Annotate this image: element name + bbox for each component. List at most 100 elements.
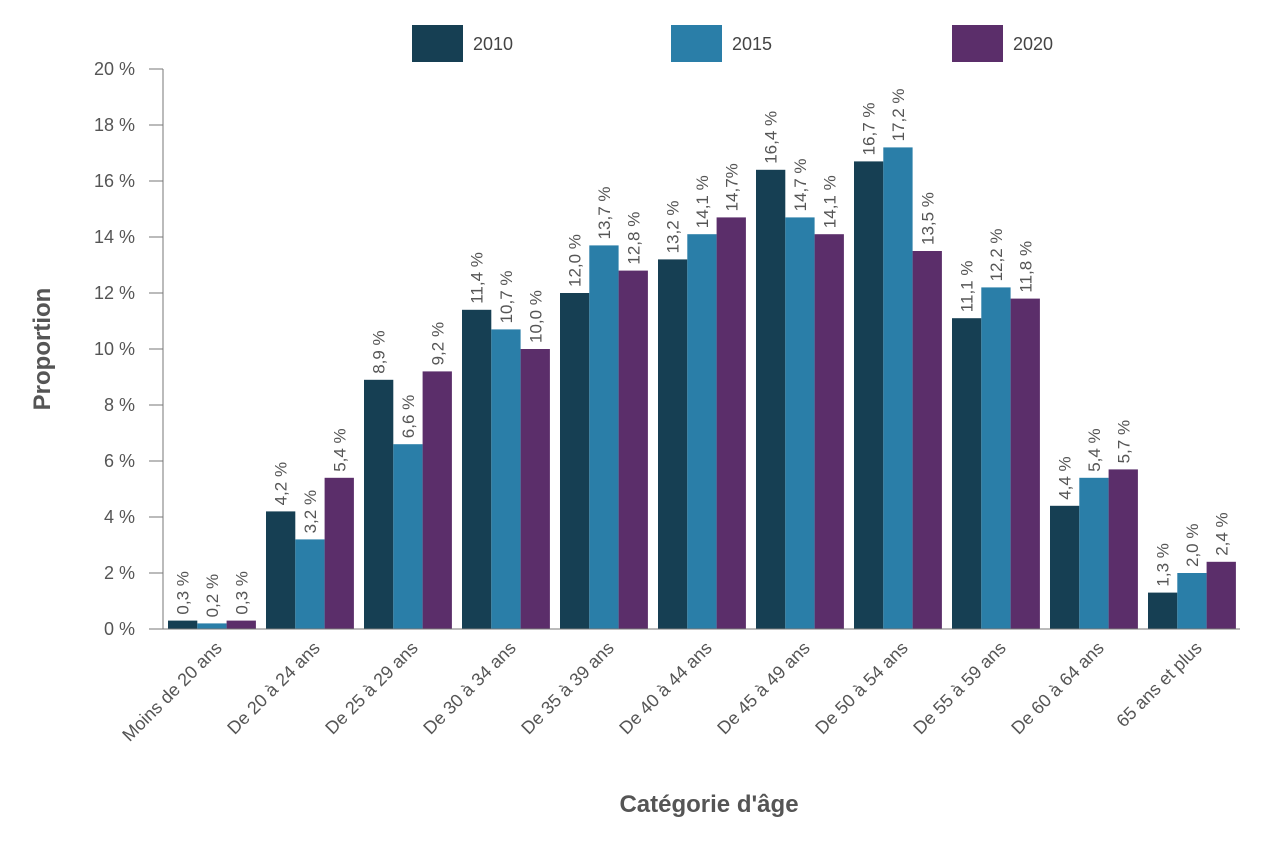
data-label: 17,2 % <box>889 88 908 141</box>
y-axis-title: Proportion <box>29 288 56 411</box>
x-tick-label: De 25 à 29 ans <box>321 638 421 738</box>
y-tick-label: 14 % <box>94 227 135 247</box>
x-tick-label: De 60 à 64 ans <box>1007 638 1107 738</box>
bar <box>462 309 492 629</box>
data-label: 2,0 % <box>1183 524 1202 567</box>
bar <box>266 511 296 629</box>
legend-swatch <box>671 25 722 62</box>
bar <box>952 318 982 629</box>
data-label: 14,1 % <box>693 175 712 228</box>
bar <box>1148 592 1178 629</box>
data-label: 4,4 % <box>1056 456 1075 499</box>
data-label: 6,6 % <box>399 395 418 438</box>
bar <box>814 234 844 629</box>
data-label: 14,1 % <box>820 175 839 228</box>
data-label: 12,2 % <box>987 228 1006 281</box>
data-label: 5,4 % <box>330 428 349 471</box>
y-tick-label: 10 % <box>94 339 135 359</box>
bar <box>785 217 815 629</box>
y-axis: 0 % 2 % 4 % 6 % 8 % 10 % 12 % 14 % 16 % 18 % 20 % <box>94 59 164 639</box>
data-label: 12,0 % <box>566 234 585 287</box>
data-label: 8,9 % <box>370 330 389 373</box>
legend-swatch <box>412 25 463 62</box>
bar <box>226 620 256 629</box>
bar <box>364 379 394 629</box>
x-tick-label: Moins de 20 ans <box>118 638 226 746</box>
x-tick-label: De 40 à 44 ans <box>615 638 715 738</box>
bar <box>1010 298 1040 629</box>
data-label: 1,3 % <box>1154 543 1173 586</box>
data-label: 5,7 % <box>1114 420 1133 463</box>
bar <box>658 259 688 629</box>
bar <box>295 539 325 629</box>
data-label: 11,8 % <box>1016 241 1035 293</box>
x-tick-label: 65 ans et plus <box>1112 638 1205 731</box>
y-tick-label: 4 % <box>104 507 135 527</box>
data-label: 4,2 % <box>272 462 291 505</box>
y-tick-label: 16 % <box>94 171 135 191</box>
data-label: 14,7% <box>722 163 741 211</box>
data-label: 16,7 % <box>860 102 879 155</box>
bar <box>912 251 942 629</box>
data-label: 11,1 % <box>958 261 977 313</box>
x-tick-label: De 55 à 59 ans <box>909 638 1009 738</box>
bar <box>716 217 746 629</box>
x-tick-label: De 50 à 54 ans <box>811 638 911 738</box>
bar <box>756 169 786 630</box>
y-tick-label: 6 % <box>104 451 135 471</box>
data-labels: 0,3 % 4,2 % 8,9 % 11,4 % 12,0 % 13,2 % 16,4 % 1… <box>174 88 1232 617</box>
x-tick-label: De 30 à 34 ans <box>419 638 519 738</box>
legend-label: 2015 <box>732 34 772 54</box>
bar <box>1108 469 1138 629</box>
y-tick-label: 0 % <box>104 619 135 639</box>
data-label: 3,2 % <box>301 490 320 533</box>
bar <box>393 444 423 629</box>
bar <box>560 293 590 629</box>
data-label: 14,7 % <box>791 158 810 211</box>
bar <box>1206 561 1236 629</box>
data-label: 12,8 % <box>624 212 643 265</box>
bar <box>1050 505 1080 629</box>
data-label: 11,4 % <box>468 252 487 304</box>
data-label: 0,3 % <box>232 571 251 614</box>
bar <box>520 349 550 629</box>
bar <box>168 620 198 629</box>
bar <box>854 161 884 629</box>
data-label: 0,3 % <box>174 571 193 614</box>
bar <box>422 371 452 629</box>
bar <box>1079 477 1109 629</box>
data-label: 5,4 % <box>1085 428 1104 471</box>
bar <box>618 270 648 629</box>
data-label: 13,2 % <box>664 200 683 253</box>
y-tick-label: 8 % <box>104 395 135 415</box>
x-tick-label: De 20 à 24 ans <box>223 638 323 738</box>
y-tick-label: 2 % <box>104 563 135 583</box>
y-tick-label: 12 % <box>94 283 135 303</box>
x-tick-label: De 35 à 39 ans <box>517 638 617 738</box>
legend: 2010 2015 2020 <box>412 25 1053 62</box>
bar <box>491 329 521 629</box>
y-tick-label: 18 % <box>94 115 135 135</box>
bar <box>197 623 227 629</box>
data-label: 13,5 % <box>918 192 937 245</box>
data-label: 10,7 % <box>497 270 516 323</box>
bars <box>168 147 1236 630</box>
bar <box>883 147 913 629</box>
bar <box>1177 573 1207 629</box>
bar <box>589 245 619 629</box>
bar <box>687 234 717 629</box>
data-label: 16,4 % <box>762 111 781 164</box>
data-label: 10,0 % <box>526 290 545 343</box>
x-axis-title: Catégorie d'âge <box>619 791 798 818</box>
bar <box>981 287 1011 629</box>
data-label: 13,7 % <box>595 186 614 239</box>
legend-label: 2020 <box>1013 34 1053 54</box>
legend-swatch <box>952 25 1003 62</box>
x-tick-label: De 45 à 49 ans <box>713 638 813 738</box>
data-label: 9,2 % <box>428 322 447 365</box>
y-tick-label: 20 % <box>94 59 135 79</box>
legend-label: 2010 <box>473 34 513 54</box>
